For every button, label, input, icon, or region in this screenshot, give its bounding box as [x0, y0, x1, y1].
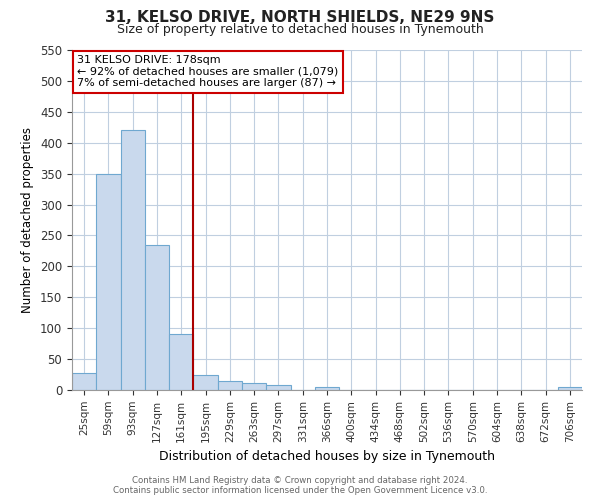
Text: Contains HM Land Registry data © Crown copyright and database right 2024.
Contai: Contains HM Land Registry data © Crown c… — [113, 476, 487, 495]
Y-axis label: Number of detached properties: Number of detached properties — [22, 127, 34, 313]
Bar — [315, 387, 339, 390]
Bar — [72, 372, 96, 390]
Text: 31, KELSO DRIVE, NORTH SHIELDS, NE29 9NS: 31, KELSO DRIVE, NORTH SHIELDS, NE29 9NS — [106, 10, 494, 25]
Bar — [96, 174, 121, 390]
Bar — [558, 387, 582, 390]
Bar — [145, 244, 169, 390]
Text: 31 KELSO DRIVE: 178sqm
← 92% of detached houses are smaller (1,079)
7% of semi-d: 31 KELSO DRIVE: 178sqm ← 92% of detached… — [77, 55, 338, 88]
Bar — [218, 380, 242, 390]
Bar — [266, 385, 290, 390]
X-axis label: Distribution of detached houses by size in Tynemouth: Distribution of detached houses by size … — [159, 450, 495, 463]
Bar — [193, 374, 218, 390]
Bar — [169, 334, 193, 390]
Bar — [121, 130, 145, 390]
Bar — [242, 382, 266, 390]
Text: Size of property relative to detached houses in Tynemouth: Size of property relative to detached ho… — [116, 22, 484, 36]
